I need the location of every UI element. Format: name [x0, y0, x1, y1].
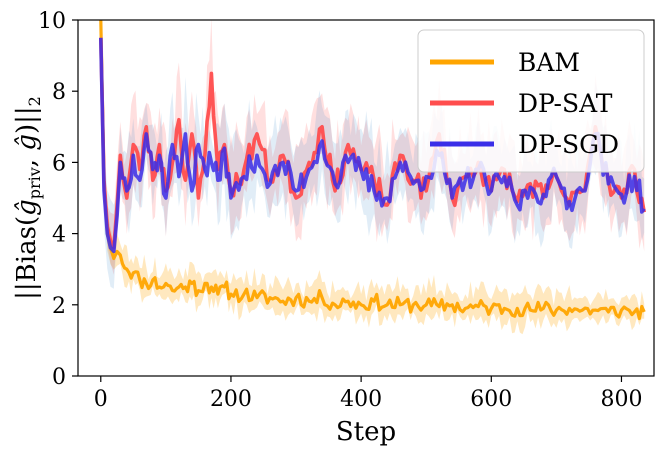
band-dp-sat	[100, 20, 645, 275]
x-tick-label: 800	[600, 387, 642, 412]
confidence-bands	[100, 20, 645, 335]
x-tick-label: 0	[94, 387, 108, 412]
y-tick-label: 6	[52, 151, 66, 176]
x-axis-label: Step	[336, 417, 396, 447]
y-tick-label: 2	[52, 294, 66, 319]
x-axis: 0 200 400 600 800	[94, 376, 642, 412]
x-tick-label: 600	[470, 387, 512, 412]
series-lines	[99, 20, 646, 321]
y-axis: 0 2 4 6 8 10	[38, 9, 78, 390]
y-axis-label: ||Bias(ĝpriv, ĝ)||2	[12, 96, 44, 300]
y-tick-label: 8	[52, 80, 66, 105]
y-tick-label: 0	[52, 365, 66, 390]
series-line-bam	[99, 20, 646, 321]
band-dp-sgd	[100, 20, 645, 289]
x-tick-label: 200	[210, 387, 252, 412]
x-tick-label: 400	[340, 387, 382, 412]
legend-label-dp-sgd: DP-SGD	[518, 130, 619, 159]
y-tick-label: 4	[52, 223, 66, 248]
plot-frame	[77, 19, 655, 377]
legend-box	[417, 29, 645, 173]
legend-label-dp-sat: DP-SAT	[518, 89, 613, 118]
series-line-dp-sgd	[99, 37, 646, 254]
series-line-dp-sat	[99, 37, 646, 250]
y-tick-label: 10	[38, 9, 66, 34]
legend-label-bam: BAM	[518, 48, 580, 77]
legend: BAM DP-SAT DP-SGD	[417, 29, 645, 173]
